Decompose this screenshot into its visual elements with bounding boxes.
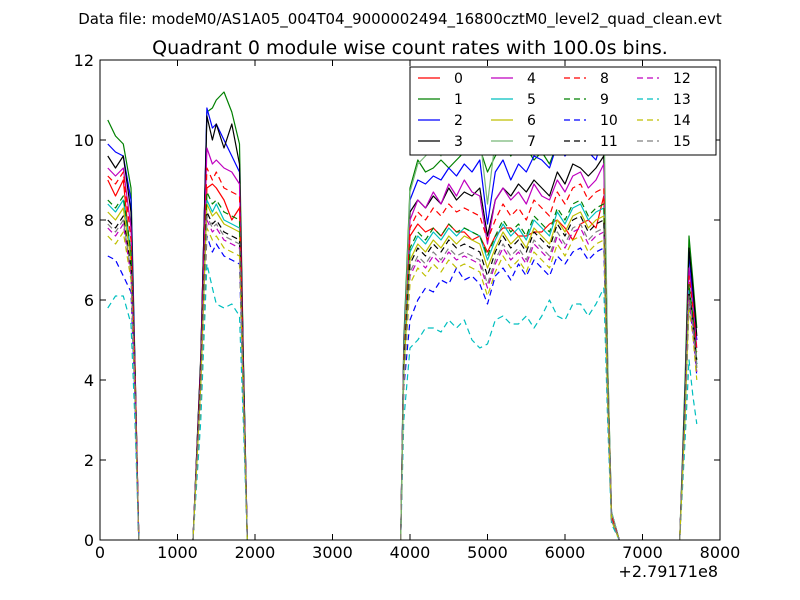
series-13-line-1: [192, 263, 248, 540]
legend-entry-4: 4: [491, 71, 536, 87]
legend-frame: [409, 66, 717, 156]
legend-label: 3: [454, 134, 463, 150]
y-tick-label: 0: [84, 531, 94, 550]
series-15-line-3: [679, 295, 698, 540]
series-11-line-2: [400, 215, 620, 540]
y-tick-label: 8: [84, 211, 94, 230]
series-12-line-2: [400, 227, 620, 540]
legend-label: 15: [673, 134, 691, 150]
legend-entry-0: 0: [418, 71, 463, 87]
legend-label: 8: [600, 71, 609, 87]
legend-entry-5: 5: [491, 92, 536, 108]
legend-label: 9: [600, 92, 609, 108]
legend-entry-7: 7: [491, 134, 536, 150]
series-14-line-0: [107, 231, 140, 540]
legend-entry-11: 11: [564, 134, 618, 150]
legend-entry-14: 14: [637, 113, 691, 129]
legend-entry-10: 10: [564, 113, 618, 129]
x-tick-label: 4000: [390, 543, 431, 562]
series-5-line-2: [400, 203, 620, 540]
legend-entry-13: 13: [637, 92, 691, 108]
legend-label: 14: [673, 113, 691, 129]
legend-entry-6: 6: [491, 113, 536, 129]
legend-entry-15: 15: [637, 134, 691, 150]
x-tick-label: 6000: [545, 543, 586, 562]
series-6-line-1: [192, 203, 248, 540]
legend-label: 0: [454, 71, 463, 87]
legend-label: 2: [454, 113, 463, 129]
series-3-line-2: [400, 155, 620, 540]
legend-entry-12: 12: [637, 71, 691, 87]
series-15-line-2: [400, 223, 620, 540]
series-8-line-2: [400, 183, 620, 540]
series-15-line-0: [107, 219, 140, 540]
legend-entry-1: 1: [418, 92, 463, 108]
figure-suptitle: Data file: modeM0/AS1A05_004T04_90000024…: [78, 10, 722, 29]
series-1-line-2: [400, 139, 620, 540]
y-tick-label: 12: [74, 51, 94, 70]
series-13: [107, 263, 698, 540]
series-13-line-3: [679, 359, 698, 540]
series-15-line-1: [192, 215, 248, 540]
series-6-line-2: [400, 211, 620, 540]
chart-title: Quadrant 0 module wise count rates with …: [152, 37, 668, 59]
x-axis-ticks: 0 1000 2000 3000 4000 5000 6000 7000 8000: [95, 60, 740, 562]
series-4-line-2: [400, 163, 620, 540]
legend-entry-8: 8: [564, 71, 609, 87]
legend-label: 11: [600, 134, 618, 150]
legend-label: 1: [454, 92, 463, 108]
y-tick-label: 10: [74, 131, 94, 150]
x-tick-label: 2000: [235, 543, 276, 562]
series-14-line-1: [192, 227, 248, 540]
legend-label: 7: [527, 134, 536, 150]
legend-label: 13: [673, 92, 691, 108]
legend-label: 4: [527, 71, 536, 87]
series-10-line-2: [400, 247, 620, 540]
series-9-line-2: [400, 199, 620, 540]
x-tick-label: 1000: [157, 543, 198, 562]
series-9-line-3: [679, 283, 698, 540]
y-tick-label: 6: [84, 291, 94, 310]
legend-label: 6: [527, 113, 536, 129]
legend-entry-9: 9: [564, 92, 609, 108]
x-tick-label: 8000: [700, 543, 741, 562]
x-tick-label: 3000: [312, 543, 353, 562]
y-tick-label: 4: [84, 371, 94, 390]
legend-entry-2: 2: [418, 113, 463, 129]
x-tick-label: 7000: [622, 543, 663, 562]
series-12-line-0: [107, 223, 140, 540]
legend-label: 12: [673, 71, 691, 87]
series-13-line-2: [400, 287, 620, 540]
legend-entry-3: 3: [418, 134, 463, 150]
legend-label: 10: [600, 113, 618, 129]
y-tick-label: 2: [84, 451, 94, 470]
legend-label: 5: [527, 92, 536, 108]
series-14-line-2: [400, 235, 620, 540]
series-13-line-0: [107, 295, 140, 540]
x-tick-label: 5000: [467, 543, 508, 562]
series-15: [107, 215, 698, 540]
series-layer: [107, 87, 698, 540]
x-axis-offset-label: +2.79171e8: [618, 562, 718, 581]
x-tick-label: 0: [95, 543, 105, 562]
